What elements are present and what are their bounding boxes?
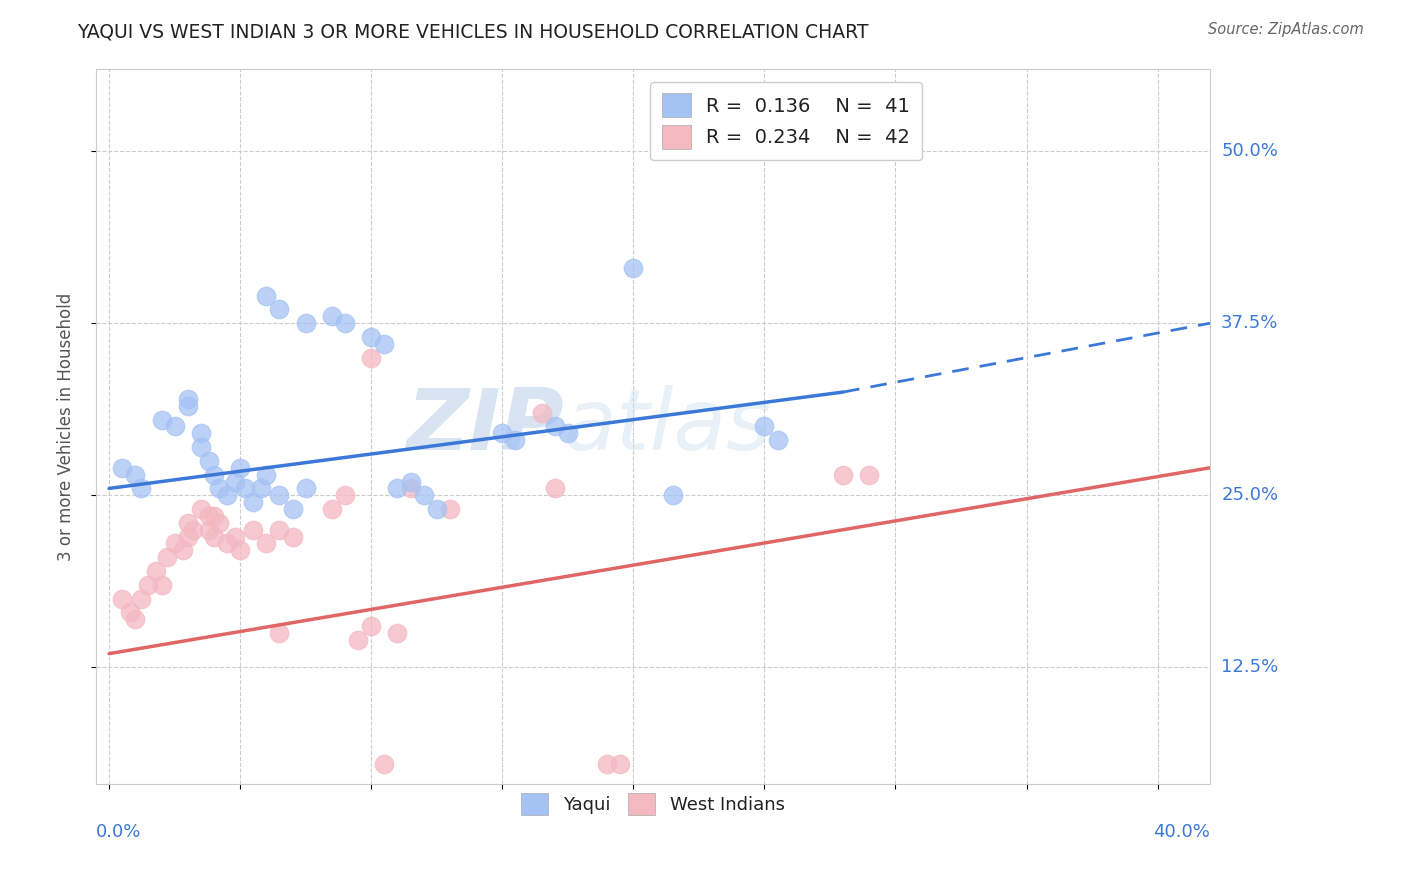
Point bbox=[596, 756, 619, 771]
Point bbox=[202, 530, 225, 544]
Point bbox=[235, 482, 257, 496]
Point bbox=[163, 536, 186, 550]
Point bbox=[557, 426, 579, 441]
Point bbox=[858, 467, 880, 482]
Point bbox=[217, 536, 239, 550]
Text: 40.0%: 40.0% bbox=[1153, 823, 1211, 841]
Point bbox=[491, 426, 513, 441]
Point bbox=[177, 399, 200, 413]
Point bbox=[229, 460, 252, 475]
Legend: Yaqui, West Indians: Yaqui, West Indians bbox=[515, 786, 792, 822]
Point bbox=[120, 605, 142, 619]
Point bbox=[177, 530, 200, 544]
Point bbox=[208, 482, 231, 496]
Point bbox=[254, 288, 277, 302]
Text: Source: ZipAtlas.com: Source: ZipAtlas.com bbox=[1208, 22, 1364, 37]
Point bbox=[373, 756, 395, 771]
Text: 25.0%: 25.0% bbox=[1222, 486, 1278, 504]
Point bbox=[544, 482, 567, 496]
Point bbox=[111, 460, 134, 475]
Text: 37.5%: 37.5% bbox=[1222, 314, 1278, 332]
Point bbox=[609, 756, 631, 771]
Point bbox=[150, 578, 173, 592]
Point bbox=[190, 502, 212, 516]
Point bbox=[373, 337, 395, 351]
Text: ZIP: ZIP bbox=[406, 385, 564, 468]
Point bbox=[621, 261, 644, 276]
Point bbox=[172, 543, 194, 558]
Point bbox=[269, 626, 291, 640]
Point bbox=[217, 488, 239, 502]
Point bbox=[544, 419, 567, 434]
Point bbox=[145, 564, 167, 578]
Text: 0.0%: 0.0% bbox=[96, 823, 142, 841]
Point bbox=[202, 508, 225, 523]
Point bbox=[294, 316, 316, 330]
Point bbox=[505, 434, 527, 448]
Point bbox=[254, 467, 277, 482]
Point bbox=[163, 419, 186, 434]
Point bbox=[832, 467, 855, 482]
Point bbox=[202, 467, 225, 482]
Point bbox=[387, 626, 409, 640]
Point bbox=[150, 412, 173, 426]
Point bbox=[412, 488, 434, 502]
Point bbox=[197, 454, 219, 468]
Point bbox=[138, 578, 160, 592]
Text: atlas: atlas bbox=[564, 385, 772, 468]
Point bbox=[426, 502, 449, 516]
Point bbox=[242, 495, 264, 509]
Point bbox=[124, 467, 146, 482]
Point bbox=[250, 482, 273, 496]
Point bbox=[281, 502, 304, 516]
Point bbox=[321, 502, 343, 516]
Point bbox=[156, 550, 179, 565]
Y-axis label: 3 or more Vehicles in Household: 3 or more Vehicles in Household bbox=[58, 293, 75, 560]
Point bbox=[111, 591, 134, 606]
Point bbox=[269, 523, 291, 537]
Point bbox=[360, 330, 382, 344]
Point bbox=[177, 516, 200, 530]
Point bbox=[321, 310, 343, 324]
Point bbox=[333, 488, 356, 502]
Point bbox=[190, 426, 212, 441]
Point bbox=[360, 619, 382, 633]
Text: 50.0%: 50.0% bbox=[1222, 142, 1278, 161]
Point bbox=[530, 406, 553, 420]
Point bbox=[269, 488, 291, 502]
Point bbox=[661, 488, 683, 502]
Point bbox=[387, 482, 409, 496]
Point bbox=[399, 475, 422, 489]
Point bbox=[224, 530, 246, 544]
Point bbox=[208, 516, 231, 530]
Point bbox=[197, 508, 219, 523]
Point bbox=[242, 523, 264, 537]
Point bbox=[224, 475, 246, 489]
Point bbox=[360, 351, 382, 365]
Point bbox=[333, 316, 356, 330]
Point bbox=[439, 502, 461, 516]
Point bbox=[754, 419, 776, 434]
Point bbox=[129, 482, 152, 496]
Point bbox=[269, 302, 291, 317]
Point bbox=[766, 434, 789, 448]
Point bbox=[124, 612, 146, 626]
Point bbox=[181, 523, 204, 537]
Point bbox=[347, 632, 370, 647]
Point bbox=[197, 523, 219, 537]
Point bbox=[254, 536, 277, 550]
Point bbox=[129, 591, 152, 606]
Point bbox=[281, 530, 304, 544]
Point bbox=[294, 482, 316, 496]
Text: YAQUI VS WEST INDIAN 3 OR MORE VEHICLES IN HOUSEHOLD CORRELATION CHART: YAQUI VS WEST INDIAN 3 OR MORE VEHICLES … bbox=[77, 22, 869, 41]
Point bbox=[190, 440, 212, 454]
Text: 12.5%: 12.5% bbox=[1222, 658, 1278, 676]
Point bbox=[177, 392, 200, 406]
Point bbox=[229, 543, 252, 558]
Point bbox=[399, 482, 422, 496]
